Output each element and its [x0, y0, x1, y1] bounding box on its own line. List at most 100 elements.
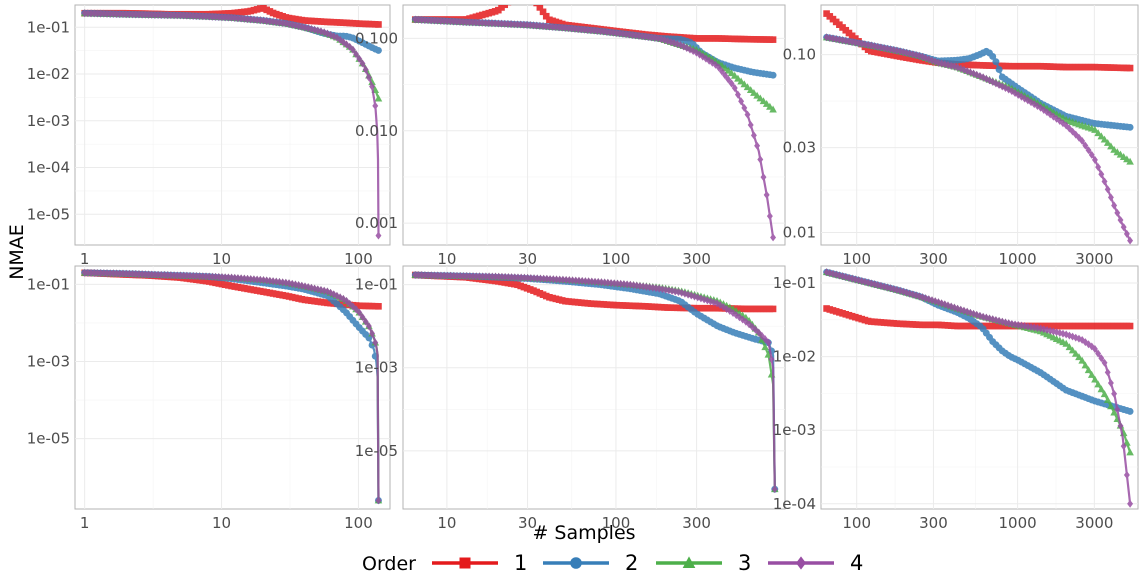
series-4-point [973, 310, 980, 319]
series-4-point [247, 275, 254, 284]
series-4-point [333, 33, 340, 42]
series-4-point [996, 316, 1003, 325]
y-tick-label: 0.03 [783, 139, 816, 157]
series-4-point [540, 22, 547, 31]
series-4-point [469, 18, 476, 27]
series-4-point [653, 284, 659, 293]
series-4-point [88, 9, 95, 18]
series-4-point [858, 277, 865, 285]
series-4-point [486, 272, 493, 281]
legend-item-1: 1 [432, 551, 527, 575]
plot-area [411, 0, 777, 242]
series-4-point [145, 270, 152, 279]
series-4-point [151, 10, 158, 19]
series-4-point [552, 23, 559, 32]
series-4-point [635, 31, 642, 40]
series-4-point [629, 31, 636, 39]
series-4-point [566, 276, 573, 285]
series-1-point [1126, 322, 1134, 330]
series-4-point [559, 275, 566, 284]
series-4-point [726, 307, 733, 315]
series-4-point [126, 10, 133, 19]
series-3-point [1107, 142, 1115, 150]
x-tick-label: 300 [682, 514, 711, 532]
series-4-point [94, 9, 101, 18]
series-4-point [333, 291, 340, 300]
series-4-point [890, 46, 897, 54]
series-3-point [1100, 390, 1109, 398]
series-4-point [720, 303, 727, 312]
series-4-point [167, 271, 174, 280]
series-4-point [356, 308, 363, 317]
series-4-point [244, 274, 251, 283]
series-4-point [893, 285, 900, 294]
panels-group: 1 10 100 1e-01 1e-02 1e-03 1e-04 1e-05 10 30 100 30… [27, 0, 1139, 532]
series-4-point [830, 269, 836, 278]
x-tick-label: 10 [212, 250, 231, 268]
plot-area [822, 10, 1134, 245]
series-4-point [543, 274, 550, 283]
series-4-point [94, 269, 101, 278]
y-tick-label: 1e-02 [773, 348, 816, 366]
series-4-point [123, 10, 130, 19]
series-4-point [126, 269, 133, 278]
series-4-point [1082, 141, 1089, 150]
series-4-point [215, 13, 222, 22]
series-1-point [508, 0, 515, 3]
y-tick-label: 1e-02 [27, 65, 70, 83]
series-4-point [578, 25, 585, 34]
series-4-point [476, 18, 483, 27]
series-4-point [986, 76, 993, 85]
series-4-point [279, 19, 286, 28]
series-4-point [171, 11, 178, 20]
series-4-point [865, 40, 872, 49]
series-4-point [642, 32, 649, 41]
series-4-point [970, 309, 977, 318]
series-4-point [823, 268, 830, 277]
y-tick-label: 1e-01 [27, 18, 70, 36]
series-4-point [585, 277, 592, 286]
series-4-point [276, 18, 283, 27]
series-4-point [479, 272, 486, 281]
series-4-point [546, 22, 553, 31]
series-4 [412, 15, 777, 242]
series-4-point [318, 27, 324, 36]
series-3-point [1094, 380, 1102, 388]
series-3-point [1071, 349, 1080, 357]
series-4-point [225, 13, 232, 22]
series-4-point [833, 270, 840, 279]
series-4-point [951, 62, 958, 71]
series-4-point [369, 329, 376, 338]
series-4-point [1095, 349, 1102, 358]
series-4-point [576, 276, 582, 285]
series-4-point [104, 269, 110, 278]
series-4-point [238, 274, 245, 283]
series-4-point [973, 70, 980, 79]
series-4-point [257, 275, 264, 284]
series-4-point [359, 313, 366, 322]
series-4-point [738, 97, 745, 106]
series-4-point [199, 272, 206, 281]
series-4-point [418, 271, 425, 280]
series-4-point [697, 294, 704, 303]
series-4-point [536, 21, 543, 30]
series-4-point [616, 29, 623, 38]
series-4-point [444, 271, 451, 280]
series-4-point [171, 271, 178, 280]
series-4-point [623, 30, 630, 39]
series-4-point [257, 16, 264, 25]
series-4-point [489, 272, 496, 281]
series-4-point [1005, 319, 1012, 328]
series-4-point [337, 293, 344, 302]
series-4-point [913, 291, 920, 300]
series-4-point [412, 271, 419, 279]
series-4-point [1008, 319, 1015, 328]
series-4-point [164, 11, 171, 20]
series-4-point [97, 9, 104, 18]
series-4-point [129, 269, 136, 278]
series-4-point [1114, 405, 1121, 414]
series-4-point [485, 19, 492, 28]
series-4-point [938, 299, 945, 308]
series-4-point [874, 281, 881, 290]
series-4-point [1047, 110, 1054, 119]
